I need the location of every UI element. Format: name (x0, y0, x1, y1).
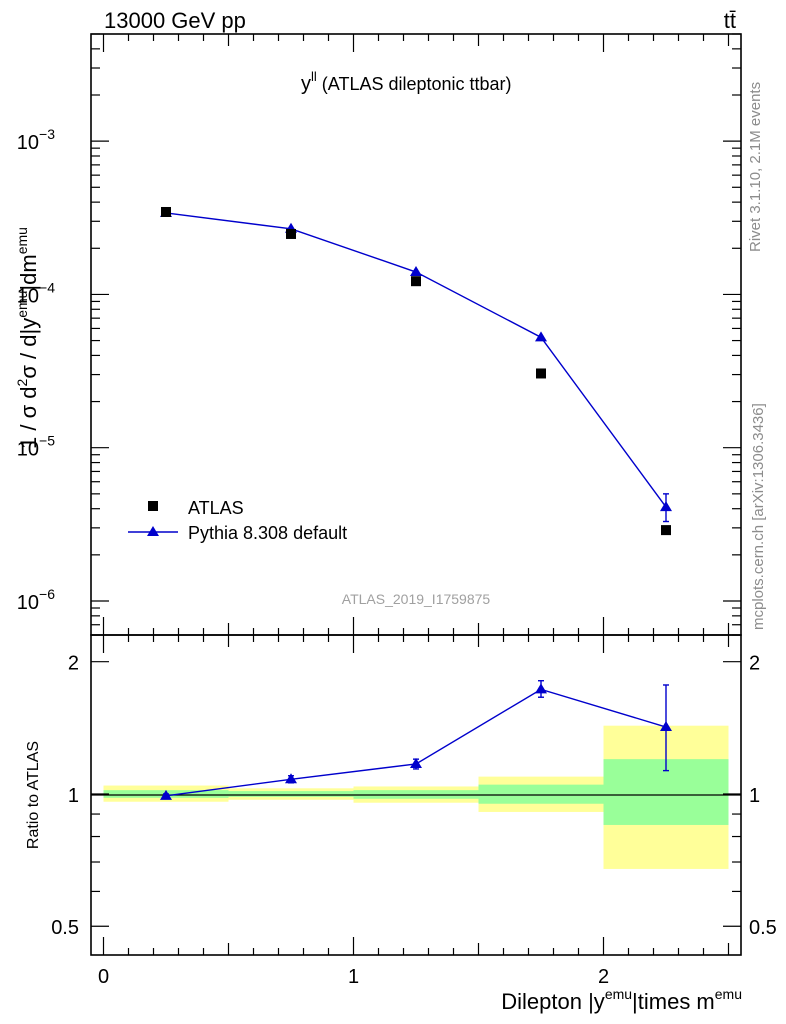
ratio-y-tick-label-right: 1 (749, 785, 760, 807)
analysis-watermark: ATLAS_2019_I1759875 (342, 591, 491, 607)
x-tick-label: 1 (348, 966, 359, 988)
main-panel: 10−6 10−5 10−4 10−3 yll (ATLAS dileptonic t… (14, 33, 742, 636)
legend-atlas-marker (148, 501, 158, 511)
atlas-point (661, 525, 671, 536)
ratio-frame (90, 634, 742, 956)
ratio-y-tick-label-right: 2 (749, 653, 760, 675)
ratio-y-tick-label-left: 0.5 (51, 917, 79, 939)
ratio-y-axis-label: Ratio to ATLAS (25, 741, 42, 849)
legend-pythia-marker (147, 526, 159, 536)
x-tick-label: 0 (98, 966, 109, 988)
pythia-line (165, 212, 667, 508)
main-title: yll (ATLAS dileptonic ttbar) (301, 69, 512, 95)
main-frame (90, 33, 742, 636)
ratio-pythia-point (160, 789, 172, 800)
main-y-tick-label: 10−3 (17, 126, 55, 154)
rivet-version-label: Rivet 3.1.10, 2.1M events (747, 82, 764, 252)
pythia-point (660, 501, 672, 512)
ratio-y-tick-label-left: 1 (68, 785, 79, 807)
x-axis-label-part-2: emu (605, 986, 632, 1002)
energy-label: 13000 GeV pp (104, 8, 246, 33)
process-label: tt̄ (724, 8, 736, 33)
svg-text:1 / σ d2σ / d|yemu|dmemu: 1 / σ d2σ / d|yemu|dmemu (14, 227, 41, 449)
atlas-point (286, 228, 296, 239)
ratio-pythia-point (660, 721, 672, 732)
x-axis-label-part-1: Dilepton |y (501, 989, 605, 1014)
main-title-sup: ll (311, 69, 317, 84)
pythia-point (535, 331, 547, 342)
ratio-bands (103, 725, 729, 869)
x-tick-label: 2 (598, 966, 609, 988)
main-y-tick-label: 10−5 (17, 433, 55, 461)
ratio-inner-band (478, 784, 604, 804)
mcplots-label: mcplots.cern.ch [arXiv:1306.3436] (750, 403, 767, 630)
x-axis-label-part-4: emu (715, 986, 742, 1002)
x-axis-label: Dilepton |yemu|times memu (501, 986, 742, 1014)
main-y-tick-label: 10−4 (17, 279, 55, 307)
ratio-axes: 0.5 0.5 1 1 2 2 0 1 2 (51, 635, 777, 988)
main-y-tick-label: 10−6 (17, 586, 55, 614)
main-y-axis-label: 1 / σ d2σ / d|yemu|dmemu (14, 227, 41, 449)
ratio-marks (160, 680, 672, 800)
ratio-y-tick-label-left: 2 (68, 653, 79, 675)
main-marks (160, 206, 672, 536)
pythia-point (410, 266, 422, 277)
ratio-inner-band (228, 791, 354, 797)
main-title-rest: (ATLAS dileptonic ttbar) (317, 74, 512, 94)
x-axis-label-part-3: |times m (632, 989, 715, 1014)
legend: ATLAS Pythia 8.308 default (128, 498, 347, 543)
ratio-pythia-point (535, 683, 547, 694)
ratio-panel: 0.5 0.5 1 1 2 2 0 1 2 Ratio to ATLAS Dilepton |y… (25, 634, 777, 1014)
legend-atlas-label: ATLAS (188, 498, 244, 518)
atlas-point (161, 206, 171, 217)
atlas-point (411, 276, 421, 287)
main-axes: 10−6 10−5 10−4 10−3 (17, 33, 741, 636)
ratio-pythia-point (410, 757, 422, 768)
legend-pythia-label: Pythia 8.308 default (188, 523, 347, 543)
atlas-point (536, 368, 546, 379)
main-title-main: y (301, 73, 311, 95)
ratio-pythia-point (285, 773, 297, 784)
ratio-y-tick-label-right: 0.5 (749, 917, 777, 939)
